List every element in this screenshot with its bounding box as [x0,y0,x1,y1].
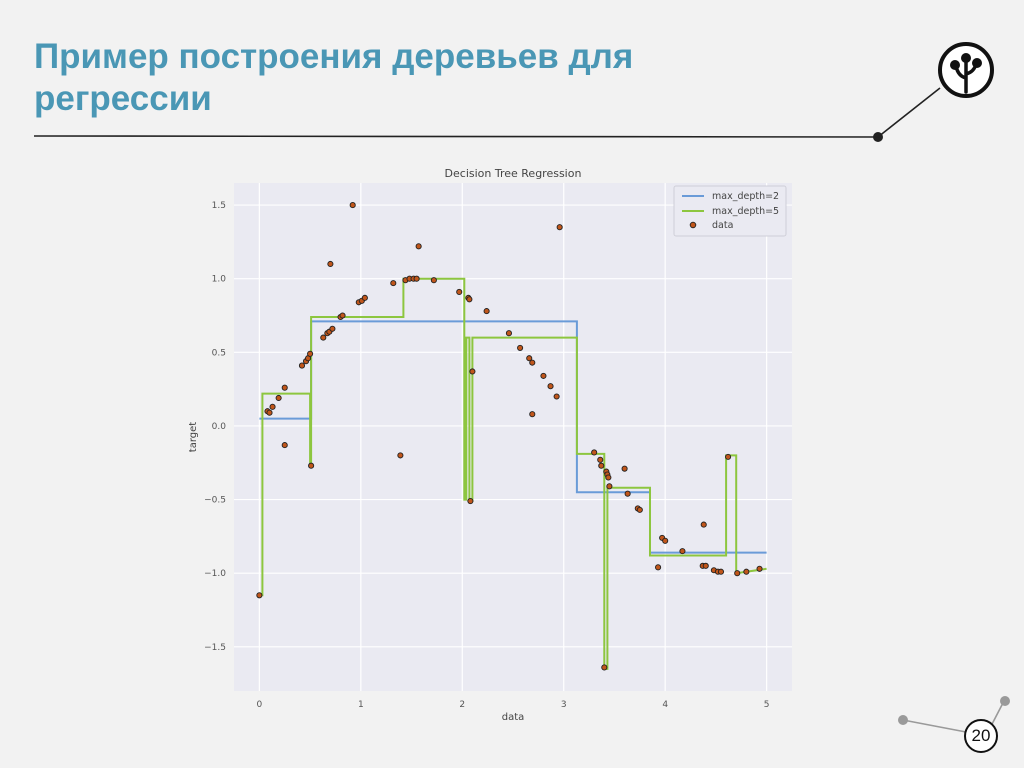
data-point [269,403,276,410]
bottom-connector-line-left [902,719,967,733]
data-point [349,202,356,209]
data-point [456,288,463,296]
data-point [281,384,288,391]
x-axis-label: data [502,712,525,723]
data-point [529,411,536,418]
chart-title: Decision Tree Regression [445,167,582,180]
y-tick-label: −1.5 [204,643,226,653]
data-point [390,280,397,287]
y-tick-label: −1.0 [204,569,226,579]
x-tick-label: 0 [256,700,262,710]
data-point [298,362,306,369]
data-point [679,548,686,555]
data-point [529,359,536,366]
decision-tree-regression-chart: 0 1 2 3 4 5 1.5 1.0 0.5 0.0 −0.5 −1.0 −1.5 Decision… [188,167,792,723]
data-point [553,393,560,400]
data-point [307,350,314,357]
y-tick-label: 1.0 [212,275,227,285]
legend: max_depth=2 max_depth=5 data [673,185,787,237]
y-tick-label: 0.5 [212,348,226,358]
data-point [415,243,422,250]
y-tick-label: 1.5 [212,201,226,211]
plot-area [234,183,792,691]
y-tick-labels: 1.5 1.0 0.5 0.0 −0.5 −1.0 −1.5 [204,201,226,653]
data-point [526,355,533,362]
scatter-points [256,202,763,671]
data-point [466,296,473,303]
page-number: 20 [971,726,991,745]
x-tick-labels: 0 1 2 3 4 5 [256,700,769,710]
data-point [734,570,741,577]
data-point [308,462,315,469]
data-point [320,334,327,341]
data-point [483,308,490,315]
data-point [606,483,613,490]
data-point [621,465,628,472]
data-point [591,449,598,456]
data-point [275,394,282,402]
data-point [601,664,608,671]
page-number-circle [964,719,998,753]
data-point [597,456,604,463]
data-point [702,562,709,569]
x-tick-label: 2 [459,700,465,710]
x-tick-label: 3 [561,700,567,710]
data-point [505,330,512,337]
y-tick-label: −0.5 [204,496,226,506]
data-point [256,592,263,599]
x-tick-label: 5 [764,700,770,710]
data-point [469,368,476,375]
data-point [700,521,707,528]
legend-label-data: data [712,220,733,231]
x-tick-label: 4 [662,700,668,710]
data-point [717,568,725,575]
legend-label-max-depth-5: max_depth=5 [712,206,779,217]
data-point [556,224,563,231]
data-point [327,260,334,268]
data-point [540,372,547,379]
legend-box [673,185,787,237]
data-point [430,277,437,284]
connector-line [877,87,941,138]
bottom-node-right [1000,696,1010,706]
data-point [281,442,288,449]
x-tick-label: 1 [358,700,364,710]
data-point [467,498,474,505]
title-underline [33,135,879,138]
legend-label-max-depth-2: max_depth=2 [712,191,779,202]
data-point [662,537,669,544]
y-tick-label: 0.0 [212,422,227,432]
data-point [725,453,732,460]
chart-container: 0 1 2 3 4 5 1.5 1.0 0.5 0.0 −0.5 −1.0 −1.5 Decision… [180,160,810,730]
data-point [636,506,643,513]
y-axis-label: target [188,422,199,452]
data-point [361,294,368,301]
data-point [756,565,763,572]
slide-title: Пример построения деревьев для регрессии [34,37,634,118]
data-point [517,344,524,351]
bottom-node-left [898,715,908,725]
data-point [413,275,420,282]
data-point [598,462,605,469]
data-point [266,409,273,416]
data-point [655,564,662,571]
data-point [624,490,631,497]
legend-swatch-data [689,221,697,229]
data-point [329,325,336,332]
tree-logo-icon [938,42,994,98]
data-point [339,312,346,319]
data-point [547,383,554,390]
data-point [743,568,750,575]
data-point [605,474,612,481]
data-point [397,452,404,459]
